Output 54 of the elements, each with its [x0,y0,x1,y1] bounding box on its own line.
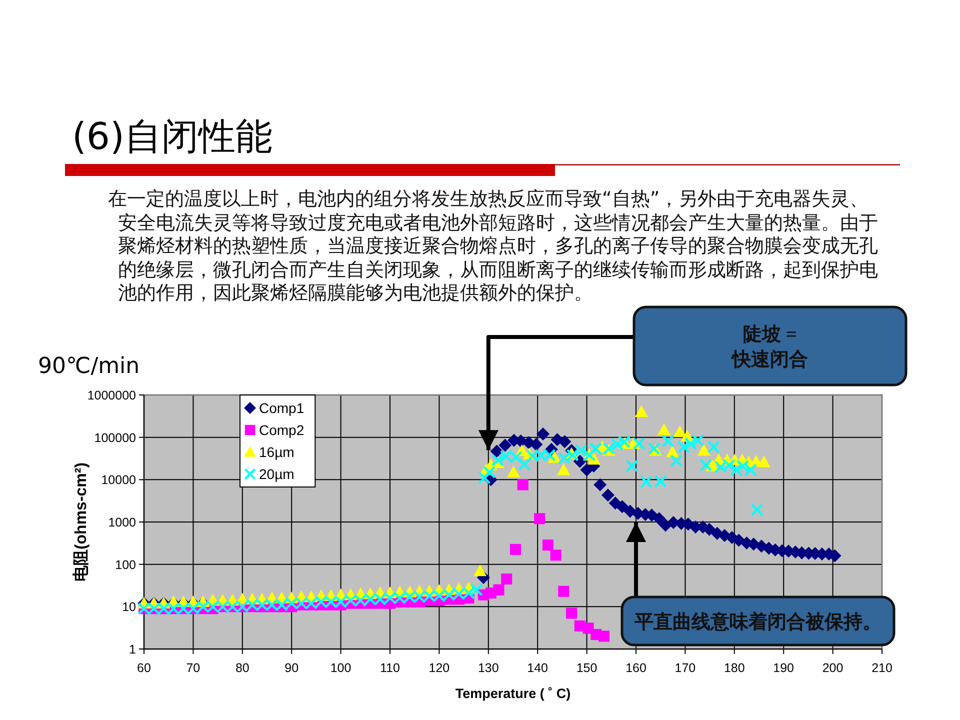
x-tick-label: 110 [380,661,400,675]
point [517,479,528,490]
point [530,438,543,451]
x-tick-label: 150 [576,661,598,675]
point [550,550,562,561]
x-tick-label: 80 [235,661,250,675]
title: (6)自闭性能 [72,115,272,158]
point [501,573,512,585]
x-tick-label: 90 [284,661,299,675]
x-tick-label: 100 [330,661,352,675]
legend-label: 20µm [259,466,294,482]
point [558,435,572,448]
x-tick-label: 60 [137,661,151,675]
y-tick-label: 10 [122,600,136,614]
legend-label: 16µm [259,444,294,460]
subtitle: 在一定的温度以上时，电池内的组分将发生放热反应而导致“自热”，另外由于充电器失灵、安全电流失灵等将导致过度充电或者电池外部短路时，这些情况都会产生大量的热量。由于聚烯烃材料的热塑性质，当温度接近聚合物熔点时，多孔的离子传导的聚合物膜会变成无孔的绝缘层，微孔闭合而产生自关闭现象，从而阻断离子的继续传输而形成断路，起到保护电池的作用，因此聚烯烃隔膜能够为电池提供额外的保护。 [107,188,879,306]
x-tick-label: 210 [872,661,892,675]
point [536,427,550,440]
annotation: 陡坡 = 快速闭合 [478,306,908,450]
point [542,540,554,551]
point [594,478,607,492]
y-tick-label: 1000000 [87,388,136,402]
legend-label: Comp2 [259,422,304,438]
annotation: 平直曲线意味着闭合被保持。 [634,610,882,633]
point [490,444,504,458]
y-tick-label: 1000 [108,516,136,530]
y-tick-label: 100000 [94,430,136,445]
ylabel: 电阻(ohms-cm²) [73,462,90,582]
point [652,512,666,526]
y-tick-label: 1 [129,642,136,656]
x-tick-label: 140 [527,661,548,675]
annotation: 90℃/min [38,354,140,379]
x-tick-label: 170 [674,661,696,675]
x-tick-label: 130 [478,661,499,675]
x-tick-label: 180 [724,661,745,675]
point [616,500,629,514]
point [534,513,546,524]
y-tick-label: 10000 [101,473,136,488]
x-tick-label: 160 [626,661,646,675]
x-tick-label: 190 [773,661,794,675]
point [493,584,504,596]
x-tick-label: 70 [186,661,200,675]
xlabel: Temperature ( ˚ C) [455,686,571,701]
point [566,608,578,619]
y-tick-label: 100 [115,558,136,572]
annotation: 陡坡 = 快速闭合 [730,323,808,370]
annotation: 平直曲线意味着闭合被保持。 [620,522,896,646]
point [510,544,521,555]
point [598,630,610,642]
point [498,438,512,452]
x-tick-label: 200 [822,661,844,675]
point [558,586,570,597]
x-tick-label: 120 [428,661,450,675]
point [601,488,614,502]
